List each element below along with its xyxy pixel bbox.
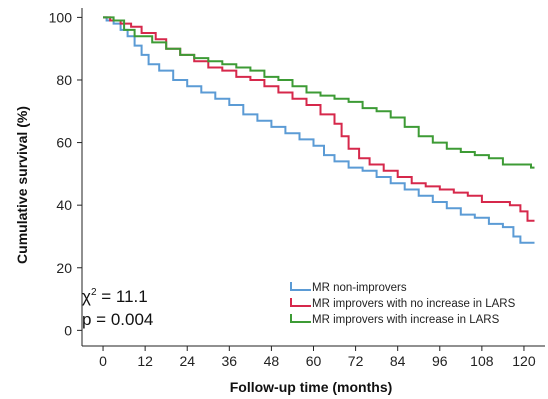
series-line-1 [103,16,535,244]
x-tick-label: 60 [306,353,322,369]
x-tick-label: 0 [99,353,107,369]
legend-label-1: MR non-improvers [312,282,407,294]
x-tick-label: 96 [432,353,448,369]
legend-swatch-3 [290,314,311,323]
x-tick-label: 36 [222,353,238,369]
x-axis-ticks: 0 12 24 36 48 60 72 84 96 108 120 [99,346,536,369]
x-tick-label: 48 [264,353,280,369]
legend: MR non-improvers MR improvers with no inc… [290,282,516,326]
x-tick-label: 120 [512,353,536,369]
series-line-3 [103,16,535,169]
chart-axes [81,8,545,347]
x-tick-label: 108 [470,353,494,369]
y-tick-label: 60 [56,135,72,151]
x-tick-label: 12 [137,353,153,369]
y-tick-label: 80 [56,72,72,88]
y-tick-label: 40 [56,197,72,213]
y-axis-ticks: 0 20 40 60 80 100 [49,9,82,338]
x-tick-label: 72 [348,353,364,369]
y-tick-label: 100 [49,9,73,25]
x-tick-label: 84 [390,353,406,369]
x-tick-label: 24 [179,353,195,369]
p-value-annotation: p = 0.004 [82,310,153,329]
legend-swatch-2 [290,298,311,307]
y-tick-label: 20 [56,260,72,276]
series-layer [103,16,535,244]
y-axis-title: Cumulative survival (%) [14,106,30,264]
legend-label-3: MR improvers with increase in LARS [312,314,500,326]
legend-swatch-1 [290,282,311,291]
x-axis-title: Follow-up time (months) [230,379,393,395]
legend-label-2: MR improvers with no increase in LARS [312,298,516,310]
chi-square-annotation: χ2 = 11.1 [82,287,148,306]
y-tick-label: 0 [64,322,72,338]
